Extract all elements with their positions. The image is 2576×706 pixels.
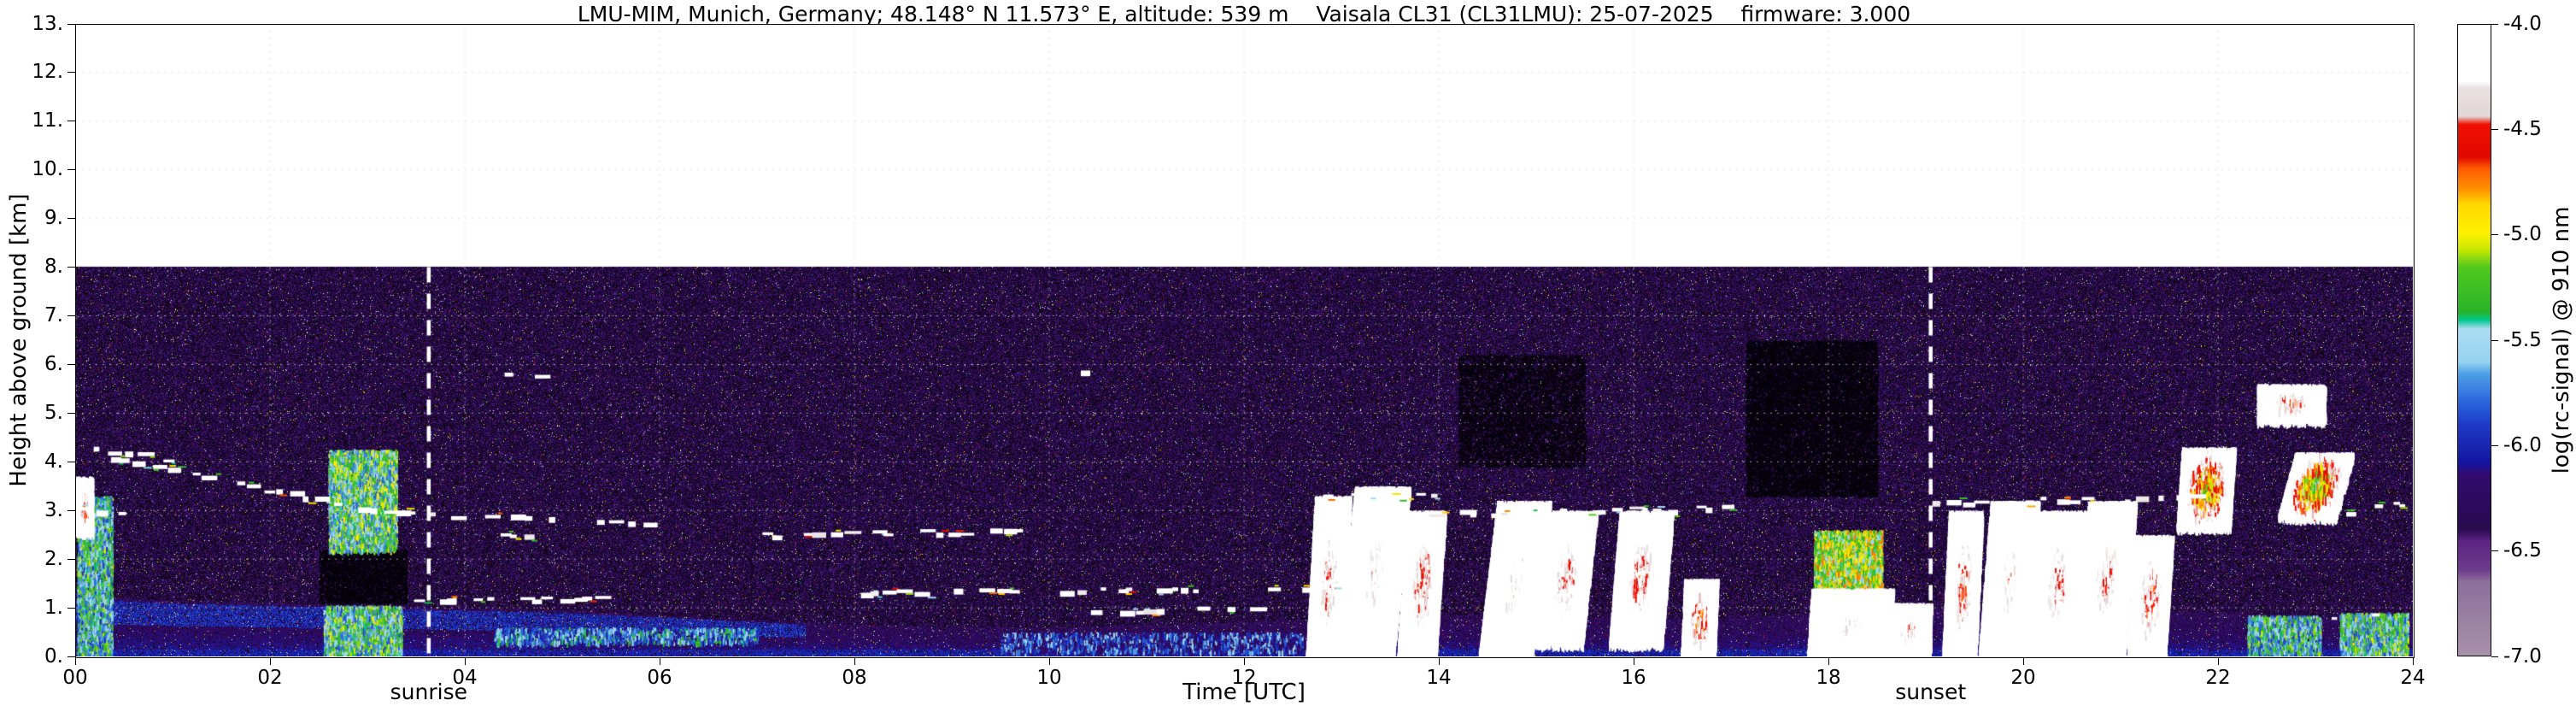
x-tick-label: 04 bbox=[426, 668, 503, 688]
x-tick-mark bbox=[270, 657, 271, 665]
x-tick-label: 14 bbox=[1400, 668, 1477, 688]
y-tick-label: 10. bbox=[0, 160, 63, 179]
x-tick-label: 00 bbox=[37, 668, 114, 688]
x-tick-label: 20 bbox=[1985, 668, 2062, 688]
y-tick-label: 2. bbox=[0, 550, 63, 569]
y-tick-label: 6. bbox=[0, 355, 63, 374]
x-tick-label: 16 bbox=[1595, 668, 1672, 688]
colorbar-tick-mark bbox=[2491, 445, 2498, 446]
y-tick-mark bbox=[67, 364, 75, 365]
y-tick-label: 13. bbox=[0, 15, 63, 34]
y-tick-mark bbox=[67, 267, 75, 268]
y-tick-label: 4. bbox=[0, 452, 63, 472]
x-tick-label: 06 bbox=[621, 668, 698, 688]
colorbar-tick-label: -7.0 bbox=[2503, 647, 2542, 667]
colorbar-tick-mark bbox=[2491, 550, 2498, 551]
y-tick-label: 3. bbox=[0, 501, 63, 521]
x-tick-mark bbox=[1439, 657, 1440, 665]
colorbar-tick-mark bbox=[2491, 340, 2498, 341]
x-tick-mark bbox=[2218, 657, 2219, 665]
x-tick-mark bbox=[465, 657, 466, 665]
x-tick-mark bbox=[1244, 657, 1245, 665]
y-tick-label: 1. bbox=[0, 598, 63, 618]
ceilometer-figure: LMU-MIM, Munich, Germany; 48.148° N 11.5… bbox=[0, 0, 2576, 706]
colorbar bbox=[2457, 24, 2491, 656]
y-tick-mark bbox=[67, 510, 75, 511]
x-tick-label: 02 bbox=[232, 668, 308, 688]
y-tick-label: 12. bbox=[0, 62, 63, 82]
y-tick-label: 11. bbox=[0, 111, 63, 131]
y-tick-mark bbox=[67, 608, 75, 609]
x-tick-label: 18 bbox=[1790, 668, 1867, 688]
colorbar-tick-mark bbox=[2491, 24, 2498, 25]
y-tick-label: 8. bbox=[0, 257, 63, 277]
x-tick-label: 08 bbox=[816, 668, 893, 688]
colorbar-tick-label: -6.5 bbox=[2503, 541, 2542, 561]
y-tick-label: 5. bbox=[0, 403, 63, 423]
x-tick-mark bbox=[75, 657, 76, 665]
y-tick-mark bbox=[67, 413, 75, 414]
colorbar-tick-label: -5.5 bbox=[2503, 331, 2542, 350]
y-axis-label: Height above ground [km] bbox=[6, 193, 32, 486]
x-tick-label: 12 bbox=[1206, 668, 1282, 688]
plot-title: LMU-MIM, Munich, Germany; 48.148° N 11.5… bbox=[75, 2, 2413, 26]
x-tick-mark bbox=[854, 657, 855, 665]
x-tick-mark bbox=[2413, 657, 2414, 665]
colorbar-tick-mark bbox=[2491, 656, 2498, 657]
colorbar-label: log(rc-signal) @ 910 nm bbox=[2549, 207, 2574, 474]
colorbar-tick-label: -4.5 bbox=[2503, 120, 2542, 139]
y-tick-mark bbox=[67, 169, 75, 170]
colorbar-tick-mark bbox=[2491, 129, 2498, 130]
x-tick-mark bbox=[2023, 657, 2024, 665]
x-tick-label: 10 bbox=[1011, 668, 1088, 688]
x-tick-mark bbox=[1049, 657, 1050, 665]
x-tick-label: 22 bbox=[2180, 668, 2256, 688]
colorbar-tick-label: -4.0 bbox=[2503, 15, 2542, 34]
y-tick-mark bbox=[67, 218, 75, 219]
x-tick-mark bbox=[1828, 657, 1829, 665]
y-tick-mark bbox=[67, 315, 75, 316]
y-tick-label: 7. bbox=[0, 306, 63, 326]
y-tick-mark bbox=[67, 72, 75, 73]
plot-frame bbox=[75, 24, 2415, 658]
y-tick-label: 0. bbox=[0, 647, 63, 667]
colorbar-tick-label: -5.0 bbox=[2503, 225, 2542, 244]
y-tick-mark bbox=[67, 559, 75, 560]
colorbar-tick-label: -6.0 bbox=[2503, 436, 2542, 456]
sunset-annotation: sunset bbox=[1895, 680, 1966, 704]
y-tick-label: 9. bbox=[0, 209, 63, 228]
colorbar-tick-mark bbox=[2491, 234, 2498, 235]
y-tick-mark bbox=[67, 24, 75, 25]
x-tick-label: 24 bbox=[2374, 668, 2451, 688]
